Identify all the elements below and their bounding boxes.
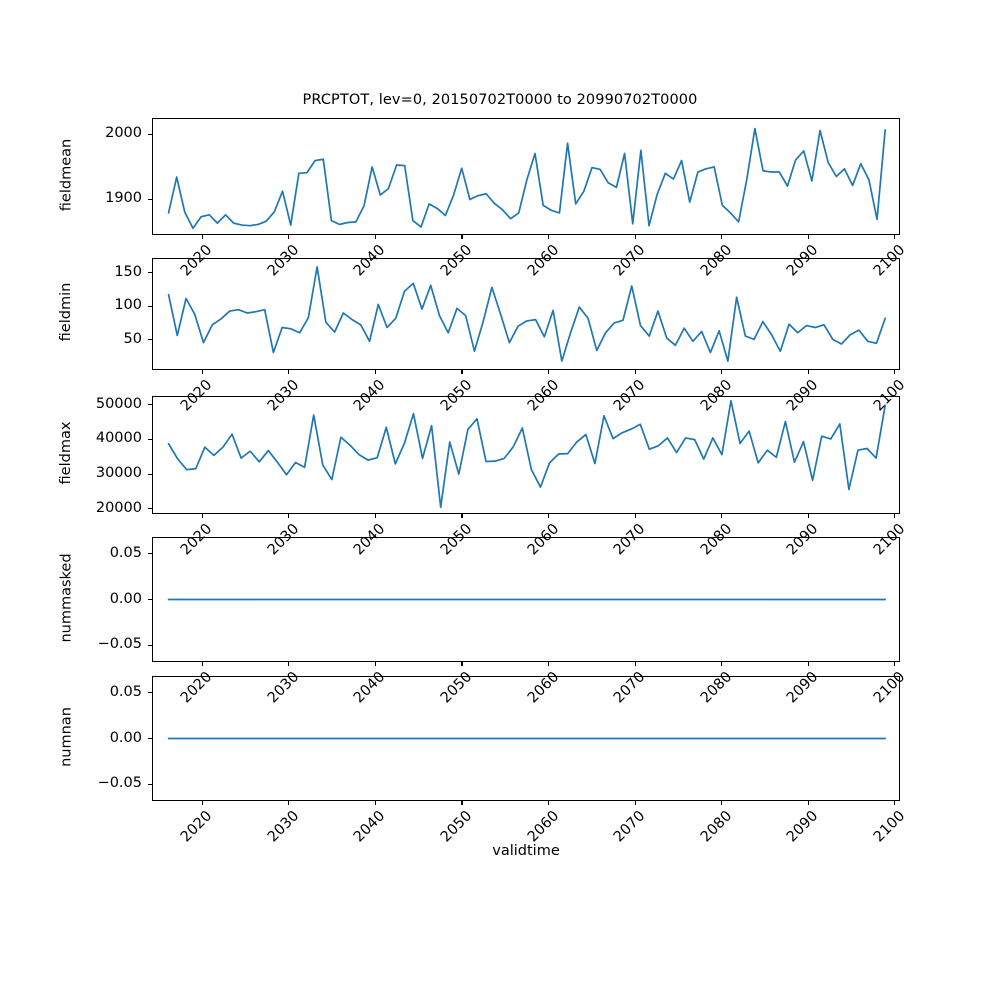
- y-tick-mark: [148, 738, 152, 740]
- y-tick-label: 100: [114, 297, 142, 314]
- panel-fieldmean: [152, 118, 900, 235]
- x-tick-mark: [894, 235, 896, 239]
- data-line-fieldmin: [169, 267, 886, 361]
- data-line-fieldmean: [169, 129, 886, 229]
- x-tick-mark: [807, 370, 809, 374]
- x-tick-mark: [374, 514, 376, 518]
- x-tick-mark: [374, 235, 376, 239]
- x-tick-mark: [721, 235, 723, 239]
- x-tick-mark: [894, 370, 896, 374]
- y-tick-mark: [148, 644, 152, 647]
- x-tick-mark: [288, 235, 290, 239]
- y-tick-mark: [148, 508, 152, 510]
- x-tick-mark: [807, 662, 809, 666]
- y-tick-label: 30000: [95, 465, 142, 482]
- x-tick-mark: [894, 514, 896, 518]
- fieldmean-line-plot: [153, 119, 899, 234]
- x-tick-mark: [201, 370, 203, 374]
- y-tick-mark: [148, 599, 152, 601]
- x-tick-mark: [461, 662, 463, 666]
- y-tick-mark: [148, 404, 152, 406]
- x-tick-mark: [721, 370, 723, 374]
- y-tick-label: −0.05: [97, 775, 142, 792]
- y-tick-mark: [148, 553, 152, 555]
- x-axis-label: validtime: [492, 843, 560, 859]
- x-tick-mark: [721, 514, 723, 518]
- y-tick-label: 0.05: [109, 544, 142, 561]
- y-tick-label: 50: [123, 330, 142, 347]
- x-tick-mark: [548, 514, 550, 518]
- y-tick-mark: [148, 339, 152, 341]
- x-tick-mark: [548, 662, 550, 666]
- panel-numnan: [152, 676, 900, 801]
- panel-fieldmin: [152, 258, 900, 370]
- fieldmin-line-plot: [153, 259, 899, 369]
- x-tick-mark: [374, 801, 376, 805]
- numnan-line-plot: [153, 677, 899, 800]
- y-tick-label: −0.05: [97, 636, 142, 653]
- x-tick-mark: [201, 801, 203, 805]
- panel-nummasked: [152, 537, 900, 662]
- x-tick-mark: [548, 801, 550, 805]
- y-tick-label: 150: [114, 263, 142, 280]
- x-tick-mark: [288, 370, 290, 374]
- y-tick-mark: [148, 305, 152, 307]
- x-tick-mark: [374, 370, 376, 374]
- y-tick-label: 20000: [95, 499, 142, 516]
- x-tick-mark: [894, 662, 896, 666]
- x-tick-mark: [461, 514, 463, 518]
- x-tick-mark: [461, 801, 463, 805]
- y-tick-mark: [148, 692, 152, 694]
- x-tick-mark: [721, 662, 723, 666]
- nummasked-line-plot: [153, 538, 899, 661]
- y-tick-mark: [148, 783, 152, 786]
- y-tick-label: 1900: [105, 190, 142, 207]
- x-tick-mark: [807, 514, 809, 518]
- x-tick-mark: [894, 801, 896, 805]
- x-tick-mark: [288, 662, 290, 666]
- x-tick-mark: [461, 370, 463, 374]
- panel-fieldmax: [152, 396, 900, 514]
- x-tick-mark: [288, 514, 290, 518]
- x-tick-mark: [634, 514, 636, 518]
- y-tick-mark: [148, 272, 152, 274]
- x-tick-mark: [201, 662, 203, 666]
- y-tick-mark: [148, 438, 152, 440]
- x-tick-mark: [548, 235, 550, 239]
- x-tick-mark: [807, 801, 809, 805]
- data-line-fieldmax: [169, 401, 886, 507]
- y-tick-label: 50000: [95, 395, 142, 412]
- y-tick-label: 0.00: [109, 590, 142, 607]
- fieldmax-line-plot: [153, 397, 899, 513]
- y-tick-mark: [148, 133, 152, 135]
- x-tick-mark: [634, 662, 636, 666]
- y-tick-label: 40000: [95, 430, 142, 447]
- x-tick-mark: [374, 662, 376, 666]
- x-tick-mark: [634, 801, 636, 805]
- y-tick-label: 2000: [105, 125, 142, 142]
- y-tick-mark: [148, 473, 152, 475]
- x-tick-mark: [548, 370, 550, 374]
- y-tick-mark: [148, 198, 152, 200]
- y-tick-label: 0.05: [109, 683, 142, 700]
- x-tick-mark: [634, 235, 636, 239]
- x-tick-mark: [288, 801, 290, 805]
- x-tick-mark: [461, 235, 463, 239]
- x-tick-mark: [634, 370, 636, 374]
- x-tick-mark: [807, 235, 809, 239]
- x-tick-mark: [721, 801, 723, 805]
- x-tick-mark: [201, 235, 203, 239]
- figure-title: PRCPTOT, lev=0, 20150702T0000 to 2099070…: [302, 92, 698, 108]
- x-tick-mark: [201, 514, 203, 518]
- y-tick-label: 0.00: [109, 729, 142, 746]
